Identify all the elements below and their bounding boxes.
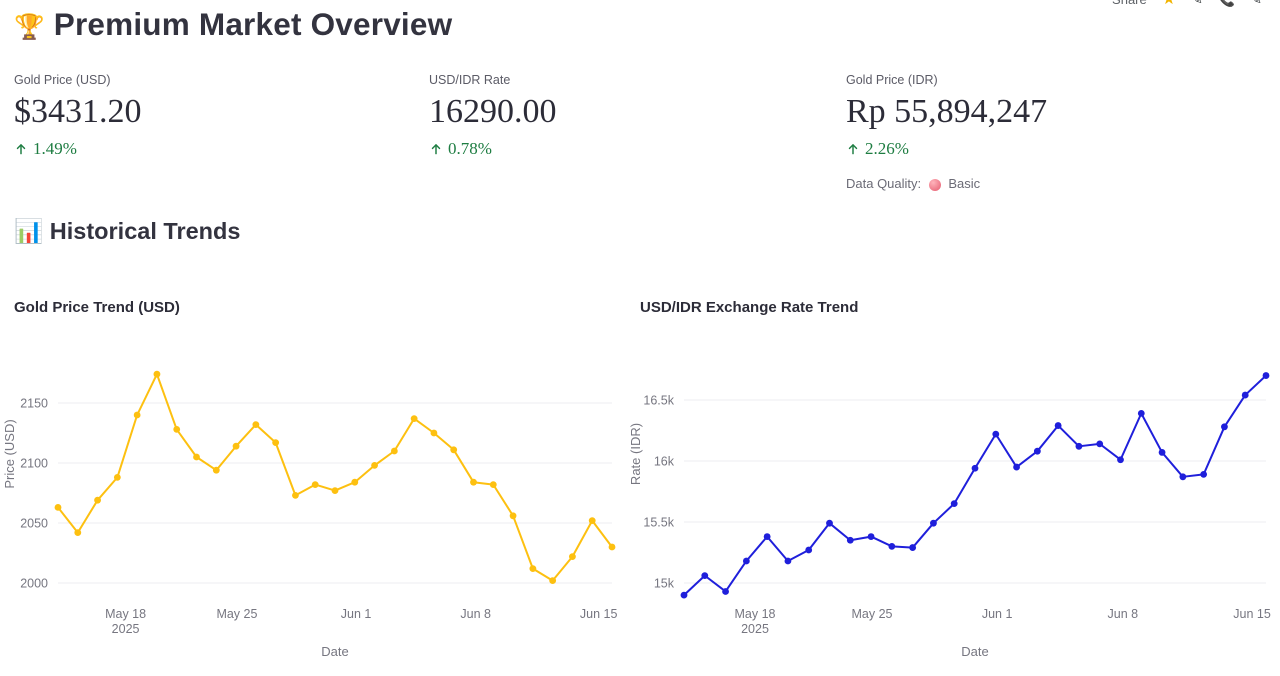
svg-text:Jun 1: Jun 1	[982, 607, 1013, 621]
svg-text:2100: 2100	[20, 456, 48, 470]
svg-text:May 18: May 18	[105, 607, 146, 621]
svg-text:Jun 1: Jun 1	[341, 607, 372, 621]
svg-text:May 18: May 18	[735, 607, 776, 621]
svg-text:May 25: May 25	[851, 607, 892, 621]
svg-text:16.5k: 16.5k	[643, 393, 674, 407]
svg-text:2050: 2050	[20, 516, 48, 530]
svg-text:Jun 8: Jun 8	[460, 607, 491, 621]
svg-text:Rate (IDR): Rate (IDR)	[628, 423, 643, 485]
svg-text:2150: 2150	[20, 396, 48, 410]
svg-text:Date: Date	[321, 644, 348, 659]
svg-text:2025: 2025	[741, 622, 769, 636]
svg-text:Price (USD): Price (USD)	[2, 419, 17, 488]
svg-text:Jun 8: Jun 8	[1108, 607, 1139, 621]
svg-text:2025: 2025	[112, 622, 140, 636]
svg-text:15.5k: 15.5k	[643, 515, 674, 529]
svg-text:2000: 2000	[20, 576, 48, 590]
svg-text:Jun 15: Jun 15	[580, 607, 618, 621]
svg-text:Date: Date	[961, 644, 988, 659]
svg-text:May 25: May 25	[216, 607, 257, 621]
svg-text:16k: 16k	[654, 454, 675, 468]
svg-text:Jun 15: Jun 15	[1233, 607, 1271, 621]
svg-text:15k: 15k	[654, 576, 675, 590]
